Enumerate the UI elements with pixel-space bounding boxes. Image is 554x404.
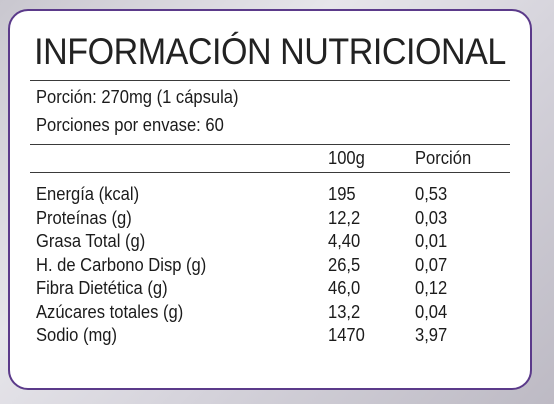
divider-top	[30, 80, 510, 81]
nutrient-name: Grasa Total (g)	[36, 231, 146, 251]
value-per-100g: 1470	[328, 325, 365, 345]
value-per-portion: 0,01	[415, 231, 448, 251]
value-per-portion: 0,12	[415, 278, 448, 298]
table-row: Energía (kcal) 195 0,53	[10, 183, 530, 207]
value-per-100g: 26,5	[328, 254, 361, 275]
nutrient-name: Fibra Dietética (g)	[36, 278, 168, 298]
column-header-portion: Porción	[415, 148, 472, 168]
nutrient-table: Energía (kcal) 195 0,53 Proteínas (g) 12…	[10, 183, 530, 348]
servings-per-container: Porciones por envase: 60	[36, 115, 224, 135]
value-per-portion: 0,04	[415, 301, 448, 322]
value-per-100g: 12,2	[328, 207, 361, 228]
nutrient-name: Proteínas (g)	[36, 207, 132, 228]
table-row: Proteínas (g) 12,2 0,03	[10, 207, 530, 231]
column-header-100g: 100g	[328, 148, 365, 168]
value-per-portion: 3,97	[415, 325, 448, 345]
label-title: INFORMACIÓN NUTRICIONAL	[34, 31, 506, 72]
nutrition-label: INFORMACIÓN NUTRICIONAL Porción: 270mg (…	[8, 9, 532, 390]
value-per-portion: 0,07	[415, 254, 448, 275]
value-per-portion: 0,53	[415, 184, 448, 204]
table-row: H. de Carbono Disp (g) 26,5 0,07	[10, 254, 530, 278]
value-per-100g: 4,40	[328, 231, 361, 251]
value-per-portion: 0,03	[415, 207, 448, 228]
value-per-100g: 13,2	[328, 301, 361, 322]
value-per-100g: 195	[328, 184, 356, 204]
nutrient-name: Energía (kcal)	[36, 184, 140, 204]
nutrient-name: Azúcares totales (g)	[36, 301, 184, 322]
table-row: Grasa Total (g) 4,40 0,01	[10, 230, 530, 254]
divider-header	[30, 172, 510, 173]
serving-size: Porción: 270mg (1 cápsula)	[36, 87, 239, 107]
nutrient-name: H. de Carbono Disp (g)	[36, 254, 207, 275]
table-row: Azúcares totales (g) 13,2 0,04	[10, 301, 530, 325]
table-row: Fibra Dietética (g) 46,0 0,12	[10, 277, 530, 301]
value-per-100g: 46,0	[328, 278, 361, 298]
divider-middle	[30, 144, 510, 145]
table-row: Sodio (mg) 1470 3,97	[10, 324, 530, 348]
nutrient-name: Sodio (mg)	[36, 325, 117, 345]
